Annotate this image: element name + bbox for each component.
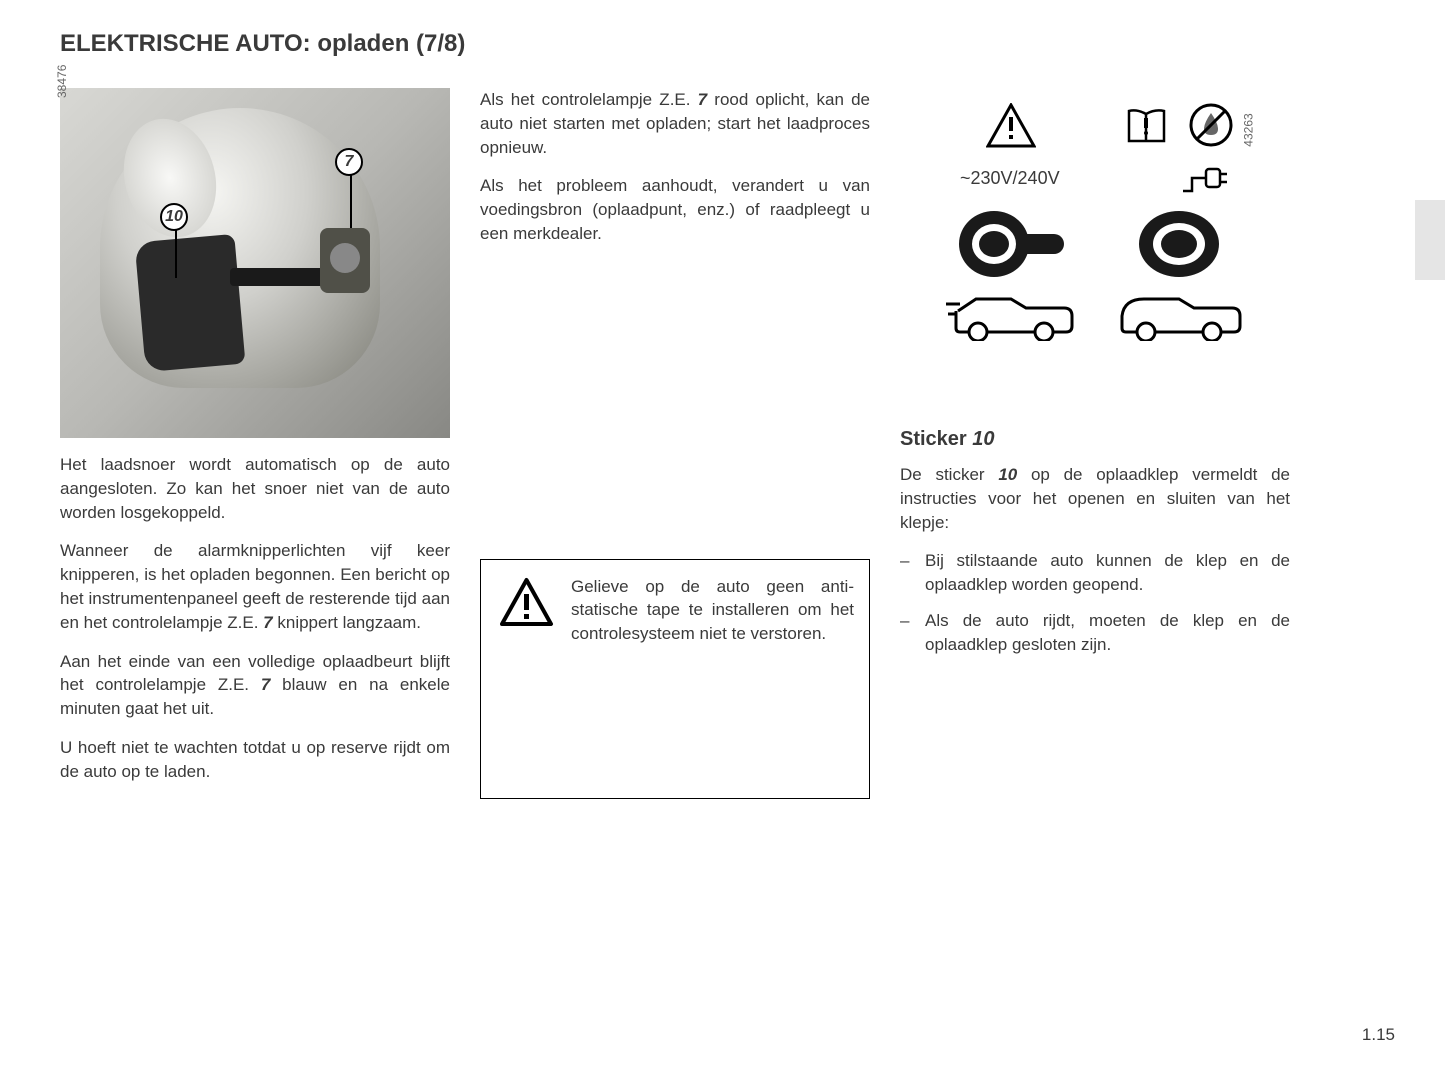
photo-id-right: 43263 bbox=[1241, 113, 1255, 146]
list-item: Bij stilstaande auto kunnen de klep en d… bbox=[900, 549, 1290, 597]
car-parked-icon bbox=[940, 293, 1083, 343]
warning-icon bbox=[940, 98, 1083, 153]
paragraph: De sticker 10 op de oplaadklep vermeldt … bbox=[900, 463, 1290, 534]
manual-and-nowater-icons bbox=[1108, 98, 1251, 153]
callout-10: 10 bbox=[160, 203, 188, 231]
charging-port-photo: 38476 10 7 bbox=[60, 88, 450, 438]
sticker-diagram: 43263 ~230V/240V bbox=[940, 88, 1250, 398]
warning-text: Gelieve op de auto geen anti-statische t… bbox=[571, 575, 854, 646]
voltage-row: ~230V/240V bbox=[940, 163, 1250, 193]
sticker-heading: Sticker 10 bbox=[900, 428, 1290, 451]
paragraph: Aan het einde van een volledige oplaadbe… bbox=[60, 650, 450, 721]
callout-line-10 bbox=[175, 228, 177, 278]
instruction-list: Bij stilstaande auto kunnen de klep en d… bbox=[900, 549, 1290, 668]
column-2-top: Als het controlelampje Z.E. 7 rood oplic… bbox=[480, 88, 870, 261]
manual-page: ELEKTRISCHE AUTO: opladen (7/8) 38476 10… bbox=[0, 0, 1445, 1070]
callout-line-7 bbox=[350, 173, 352, 228]
paragraph: Wanneer de alarmknipperlichten vijf keer… bbox=[60, 539, 450, 634]
paragraph: Als het controlelampje Z.E. 7 rood oplic… bbox=[480, 88, 870, 159]
column-2: Als het controlelampje Z.E. 7 rood oplic… bbox=[480, 88, 870, 799]
warning-box: Gelieve op de auto geen anti-statische t… bbox=[480, 559, 870, 799]
manual-book-icon bbox=[1124, 106, 1169, 146]
list-item: Als de auto rijdt, moeten de klep en de … bbox=[900, 609, 1290, 657]
page-number: 1.15 bbox=[1362, 1025, 1395, 1045]
column-1: 38476 10 7 Het laadsnoer wordt automatis… bbox=[60, 88, 450, 799]
photo-id-left: 38476 bbox=[55, 65, 69, 98]
plug-icon bbox=[1180, 163, 1230, 193]
column-3: 43263 ~230V/240V bbox=[900, 88, 1290, 799]
charge-socket-illustration bbox=[320, 228, 370, 293]
voltage-label: ~230V/240V bbox=[960, 168, 1060, 189]
section-tab bbox=[1415, 200, 1445, 280]
callout-7: 7 bbox=[335, 148, 363, 176]
car-moving-icon bbox=[1108, 293, 1251, 343]
connector-closed-icon bbox=[1108, 203, 1251, 283]
paragraph: Het laadsnoer wordt automatisch op de au… bbox=[60, 453, 450, 524]
warning-triangle-icon bbox=[496, 575, 556, 630]
sticker-icons-grid: ~230V/240V bbox=[940, 88, 1250, 353]
connector-open-icon bbox=[940, 203, 1083, 283]
no-water-icon bbox=[1189, 103, 1234, 148]
paragraph: Als het probleem aanhoudt, verandert u v… bbox=[480, 174, 870, 245]
charge-flap-illustration bbox=[135, 234, 246, 372]
paragraph: U hoeft niet te wachten totdat u op rese… bbox=[60, 736, 450, 784]
content-columns: 38476 10 7 Het laadsnoer wordt automatis… bbox=[60, 88, 1395, 799]
page-title: ELEKTRISCHE AUTO: opladen (7/8) bbox=[60, 30, 1395, 58]
